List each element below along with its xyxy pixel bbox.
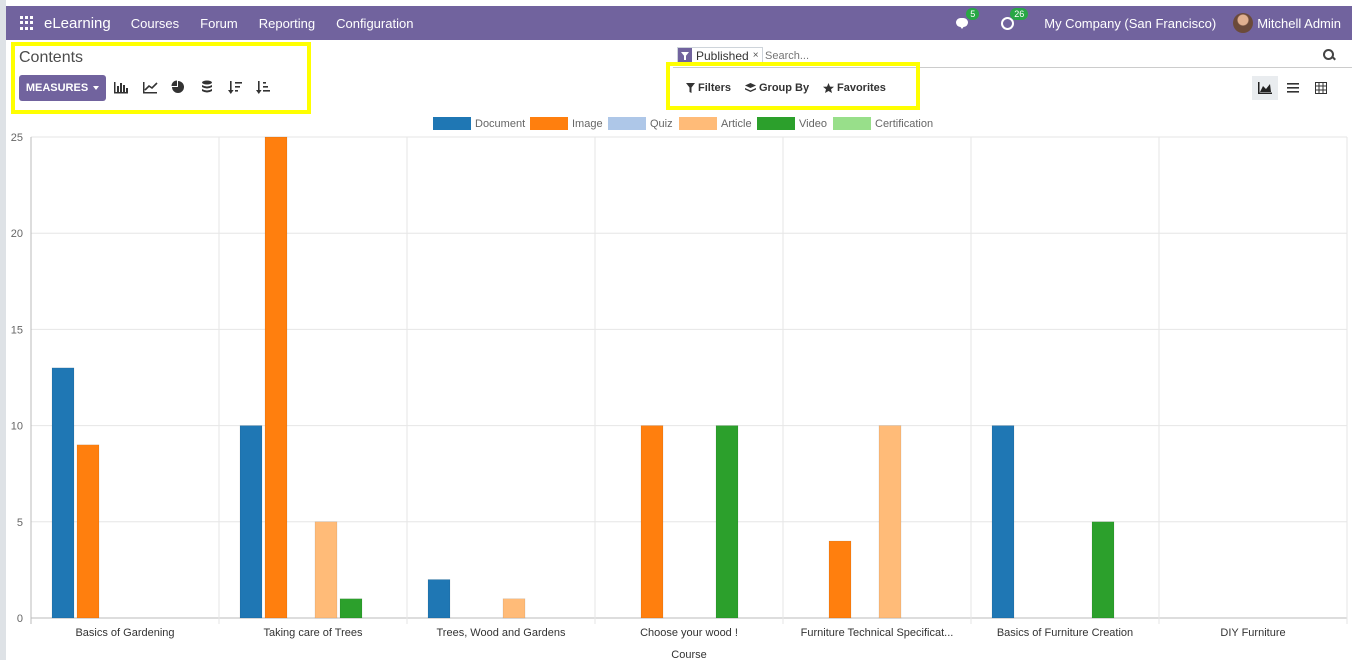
x-tick-label: Trees, Wood and Gardens xyxy=(436,627,566,639)
legend-label: Video xyxy=(799,118,827,130)
legend-swatch xyxy=(833,117,871,130)
company-switcher[interactable]: My Company (San Francisco) xyxy=(1044,15,1217,31)
activities-icon[interactable]: 26 xyxy=(1000,8,1029,31)
x-tick-label: DIY Furniture xyxy=(1220,627,1285,639)
graph-view-button[interactable] xyxy=(1252,76,1278,100)
x-axis-label: Course xyxy=(671,649,706,660)
y-tick-label: 25 xyxy=(11,132,23,144)
legend-swatch xyxy=(433,117,471,130)
y-tick-label: 20 xyxy=(11,228,23,240)
bar xyxy=(828,540,852,619)
filters-label: Filters xyxy=(698,82,732,94)
table-icon xyxy=(1315,82,1327,94)
bar xyxy=(264,136,288,619)
y-tick-label: 15 xyxy=(11,324,23,336)
group-by-label: Group By xyxy=(759,82,810,94)
highlight-box-left xyxy=(11,42,311,114)
bar-chart: 0 5 10 15 20 25 Basics of Gardening Taking care… xyxy=(11,117,1348,660)
x-tick-label: Choose your wood ! xyxy=(640,627,738,639)
legend-swatch xyxy=(679,117,717,130)
y-tick-label: 5 xyxy=(17,517,23,529)
bar xyxy=(427,579,451,619)
menu-item-forum[interactable]: Forum xyxy=(200,15,238,31)
bar xyxy=(1091,521,1115,619)
sort-descending-icon[interactable] xyxy=(227,79,243,95)
y-tick-label: 10 xyxy=(11,421,23,433)
user-menu[interactable]: Mitchell Admin xyxy=(1257,15,1341,31)
legend-label: Certification xyxy=(875,118,933,130)
activities-badge: 26 xyxy=(1010,8,1029,20)
legend-swatch xyxy=(757,117,795,130)
list-view-button[interactable] xyxy=(1280,76,1306,100)
bar xyxy=(339,598,363,619)
menu-item-courses[interactable]: Courses xyxy=(130,15,180,31)
navbar-systray: 5 26 My Company (San Francisco) Mitchell… xyxy=(956,8,1352,33)
legend-label: Quiz xyxy=(650,118,673,130)
bar-chart-icon[interactable] xyxy=(113,79,129,95)
x-tick-label: Taking care of Trees xyxy=(263,627,363,639)
bar xyxy=(76,444,100,619)
x-tick-label: Basics of Furniture Creation xyxy=(997,627,1133,639)
stacked-icon[interactable] xyxy=(199,79,215,95)
search-bar xyxy=(673,46,1352,68)
list-icon xyxy=(1287,83,1299,93)
legend-label: Image xyxy=(572,118,603,130)
bar xyxy=(878,425,902,619)
star-icon xyxy=(823,83,834,93)
x-tick-label: Basics of Gardening xyxy=(75,627,174,639)
app-brand[interactable]: eLearning xyxy=(44,14,111,32)
line-chart-icon[interactable] xyxy=(142,79,158,95)
bar xyxy=(502,598,526,619)
legend-label: Document xyxy=(475,118,525,130)
apps-menu-icon[interactable] xyxy=(20,16,34,30)
favorites-button[interactable]: Favorites xyxy=(823,82,886,94)
area-chart-icon xyxy=(1258,82,1272,94)
bar xyxy=(715,425,739,619)
bar xyxy=(640,425,664,619)
bar xyxy=(314,521,338,619)
facet-label: Published xyxy=(696,48,749,63)
highlight-box-right xyxy=(666,62,920,110)
pivot-view-button[interactable] xyxy=(1308,76,1334,100)
menu-item-reporting[interactable]: Reporting xyxy=(258,15,316,31)
filters-button[interactable]: Filters xyxy=(686,82,731,94)
x-tick-label: Furniture Technical Specificat... xyxy=(801,627,954,639)
legend-label: Article xyxy=(721,118,752,130)
facet-close-icon[interactable]: × xyxy=(752,50,759,61)
measures-label: MEASURES xyxy=(25,82,89,94)
filter-icon xyxy=(678,47,692,64)
layers-icon xyxy=(745,83,756,92)
bar xyxy=(239,425,263,619)
favorites-label: Favorites xyxy=(837,82,886,94)
caret-down-icon xyxy=(93,86,100,90)
user-avatar[interactable] xyxy=(1233,13,1254,33)
bar xyxy=(51,367,75,619)
legend-swatch xyxy=(608,117,646,130)
y-tick-label: 0 xyxy=(17,613,23,625)
group-by-button[interactable]: Group By xyxy=(745,82,809,94)
legend-swatch xyxy=(530,117,568,130)
filter-facet[interactable]: Published × xyxy=(677,47,763,64)
funnel-icon xyxy=(686,83,695,93)
search-input[interactable] xyxy=(765,48,1295,64)
messages-badge: 5 xyxy=(966,8,980,20)
pie-chart-icon[interactable] xyxy=(170,79,186,95)
measures-button[interactable]: MEASURES xyxy=(19,75,106,101)
messages-icon[interactable]: 5 xyxy=(956,8,980,31)
page-title: Contents xyxy=(19,49,84,66)
search-icon[interactable] xyxy=(1322,48,1336,62)
top-navbar: eLearning Courses Forum Reporting Config… xyxy=(6,6,1352,40)
sort-ascending-icon[interactable] xyxy=(255,79,271,95)
menu-item-configuration[interactable]: Configuration xyxy=(336,15,414,31)
bar xyxy=(991,425,1015,619)
